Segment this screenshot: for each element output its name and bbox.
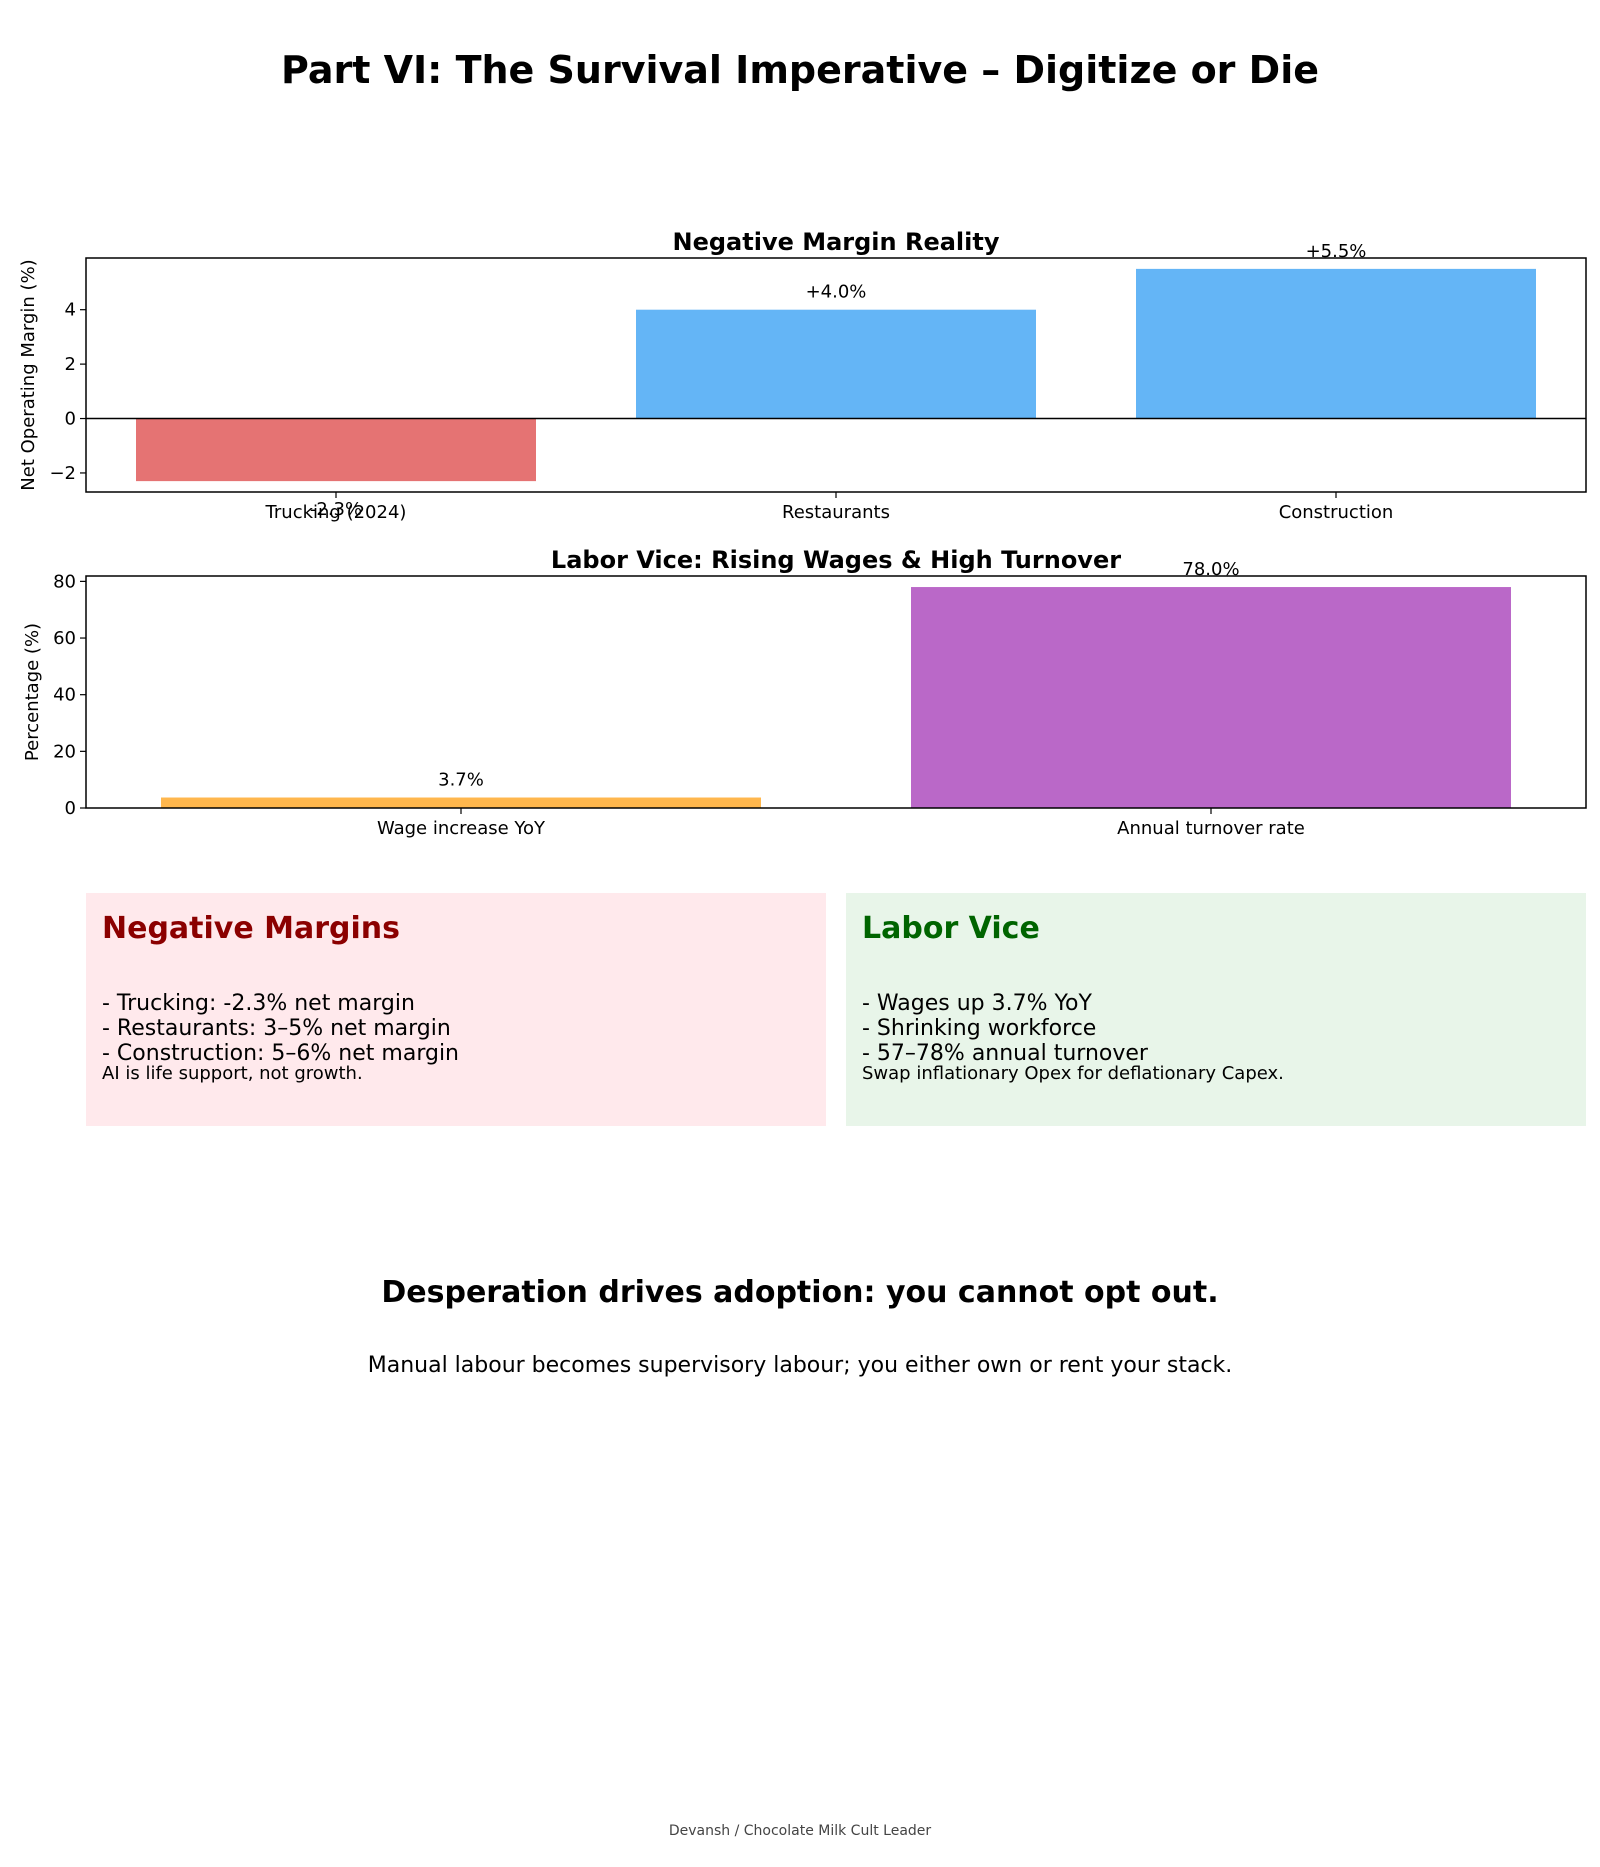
bar-1 (911, 587, 1511, 808)
data-label: 3.7% (438, 770, 484, 791)
data-label: -2.3% (310, 499, 362, 520)
y-axis-label: Percentage (%) (22, 623, 43, 761)
data-label: 78.0% (1182, 559, 1239, 580)
footer-credit: Devansh / Chocolate Milk Cult Leader (668, 1823, 932, 1839)
negative-margins-list: - Trucking: -2.3% net margin - Restauran… (102, 991, 810, 1066)
y-tick-label: −2 (49, 463, 76, 484)
bar-2 (1136, 268, 1536, 419)
data-label: +5.5% (1306, 241, 1367, 262)
y-tick-label: 2 (65, 354, 76, 375)
bar-0 (161, 797, 761, 808)
bottom-headline: Desperation drives adoption: you cannot … (381, 1275, 1219, 1310)
data-label: +4.0% (806, 282, 867, 303)
y-tick-label: 0 (65, 798, 76, 819)
list-item: - Wages up 3.7% YoY (862, 991, 1092, 1016)
x-tick-label: Construction (1279, 502, 1394, 523)
x-tick-label: Restaurants (782, 502, 890, 523)
bar-1 (636, 309, 1036, 419)
labor-vice-list: - Wages up 3.7% YoY - Shrinking workforc… (862, 991, 1570, 1066)
list-item: - Construction: 5–6% net margin (102, 1041, 459, 1066)
negative-margins-note: AI is life support, not growth. (102, 1063, 363, 1084)
list-item: - Trucking: -2.3% net margin (102, 991, 415, 1016)
labor-vice-card: Labor Vice - Wages up 3.7% YoY - Shrinki… (846, 893, 1586, 1126)
labor-chart: Labor Vice: Rising Wages & High Turnover… (22, 546, 1587, 839)
bottom-subtext: Manual labour becomes supervisory labour… (367, 1353, 1233, 1378)
negative-margins-title: Negative Margins (102, 911, 401, 946)
y-tick-label: 60 (53, 628, 76, 649)
x-tick-label: Trucking (2024) (265, 502, 407, 523)
y-tick-label: 80 (53, 571, 76, 592)
x-tick-label: Wage increase YoY (377, 818, 546, 839)
list-item: - Restaurants: 3–5% net margin (102, 1016, 451, 1041)
bar-0 (136, 418, 536, 482)
list-item: - 57–78% annual turnover (862, 1041, 1148, 1066)
x-tick-label: Annual turnover rate (1117, 818, 1305, 839)
negative-margins-card: Negative Margins - Trucking: -2.3% net m… (86, 893, 826, 1126)
page-title: Part VI: The Survival Imperative – Digit… (281, 48, 1319, 92)
list-item: - Shrinking workforce (862, 1016, 1097, 1041)
chart-title: Negative Margin Reality (673, 228, 1000, 256)
labor-vice-title: Labor Vice (862, 911, 1040, 946)
margin-chart: Negative Margin Reality Net Operating Mar… (18, 228, 1587, 523)
chart-title: Labor Vice: Rising Wages & High Turnover (551, 546, 1121, 574)
y-tick-label: 4 (65, 300, 76, 321)
y-axis-label: Net Operating Margin (%) (18, 259, 39, 490)
y-tick-label: 0 (65, 409, 76, 430)
labor-vice-note: Swap inflationary Opex for deflationary … (862, 1063, 1284, 1084)
plot-frame (85, 575, 1587, 809)
y-tick-label: 40 (53, 685, 76, 706)
y-tick-label: 20 (53, 741, 76, 762)
